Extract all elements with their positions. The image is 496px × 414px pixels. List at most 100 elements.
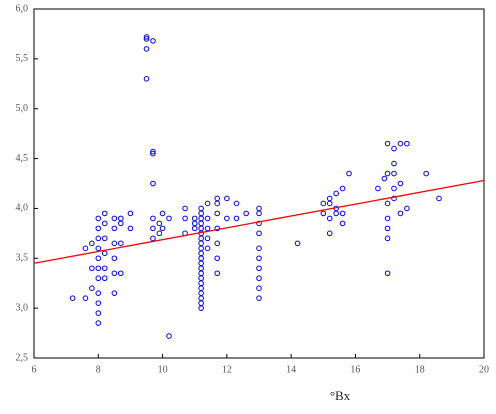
point xyxy=(397,180,404,187)
point xyxy=(89,240,95,247)
point xyxy=(214,225,221,232)
point xyxy=(397,210,404,217)
point xyxy=(143,76,150,82)
point xyxy=(198,250,204,257)
point xyxy=(95,275,102,282)
point xyxy=(150,180,156,187)
y-tick-label: 4,5 xyxy=(16,153,29,164)
point xyxy=(233,215,240,222)
point xyxy=(198,220,204,227)
point xyxy=(294,240,301,247)
point xyxy=(384,225,391,232)
point xyxy=(191,225,198,232)
y-tick-label: 2,5 xyxy=(16,352,29,363)
point xyxy=(204,245,211,252)
point xyxy=(69,295,76,301)
point xyxy=(391,160,397,167)
point xyxy=(384,270,391,277)
point xyxy=(384,170,391,177)
point xyxy=(346,170,352,177)
point xyxy=(436,195,442,202)
point xyxy=(117,270,124,277)
point xyxy=(204,235,211,242)
point xyxy=(198,260,204,267)
point xyxy=(198,215,204,222)
point xyxy=(339,220,346,227)
point xyxy=(101,275,108,282)
point xyxy=(198,290,204,296)
point xyxy=(198,305,204,311)
point xyxy=(198,265,204,272)
point xyxy=(204,200,211,207)
point xyxy=(95,320,102,326)
y-tick-label: 5,5 xyxy=(16,53,29,64)
x-tick-label: 12 xyxy=(222,364,232,375)
point xyxy=(95,235,102,242)
point xyxy=(198,300,204,306)
point xyxy=(89,285,95,292)
point xyxy=(182,205,188,212)
point xyxy=(256,295,262,301)
point xyxy=(191,215,198,222)
x-axis-label: °Bx xyxy=(330,388,351,403)
point xyxy=(182,215,188,222)
point xyxy=(326,230,333,237)
point xyxy=(198,270,204,277)
point xyxy=(423,170,429,177)
point xyxy=(198,235,204,242)
point xyxy=(101,220,108,227)
x-tick-label: 16 xyxy=(350,364,360,375)
y-tick-label: 3,5 xyxy=(16,253,29,264)
point xyxy=(95,245,102,252)
point xyxy=(95,225,102,232)
y-tick-label: 3,0 xyxy=(16,302,29,313)
point xyxy=(214,255,221,262)
point xyxy=(333,210,339,217)
point xyxy=(156,220,163,227)
point xyxy=(150,225,156,232)
point xyxy=(326,195,333,202)
y-tick-label: 5,0 xyxy=(16,103,29,114)
point xyxy=(214,210,221,217)
point xyxy=(150,235,156,242)
point xyxy=(339,210,346,217)
point xyxy=(89,265,95,272)
point xyxy=(111,215,118,222)
point xyxy=(150,148,156,155)
point xyxy=(111,225,118,232)
point xyxy=(198,240,204,247)
y-tick-label: 6,0 xyxy=(16,3,29,14)
point xyxy=(256,220,262,227)
point xyxy=(143,36,150,42)
point xyxy=(256,255,262,262)
point xyxy=(256,245,262,252)
point xyxy=(404,205,410,212)
point xyxy=(339,185,346,192)
point xyxy=(384,200,391,207)
point xyxy=(198,205,204,212)
point xyxy=(214,270,221,277)
point xyxy=(159,225,166,232)
point xyxy=(384,235,391,242)
point xyxy=(391,170,397,177)
point xyxy=(143,46,150,52)
point xyxy=(156,230,163,237)
point xyxy=(256,205,262,212)
point xyxy=(256,210,262,217)
point xyxy=(256,265,262,272)
point xyxy=(256,275,262,282)
point xyxy=(397,140,404,147)
point xyxy=(82,295,89,301)
point xyxy=(198,255,204,262)
point xyxy=(198,210,204,217)
point xyxy=(391,145,397,152)
point xyxy=(320,210,327,217)
point xyxy=(101,250,108,257)
point xyxy=(384,140,391,147)
point xyxy=(198,295,204,301)
point xyxy=(95,255,102,262)
point xyxy=(95,310,102,316)
point xyxy=(159,210,166,217)
point xyxy=(101,235,108,242)
x-tick-label: 20 xyxy=(479,364,489,375)
